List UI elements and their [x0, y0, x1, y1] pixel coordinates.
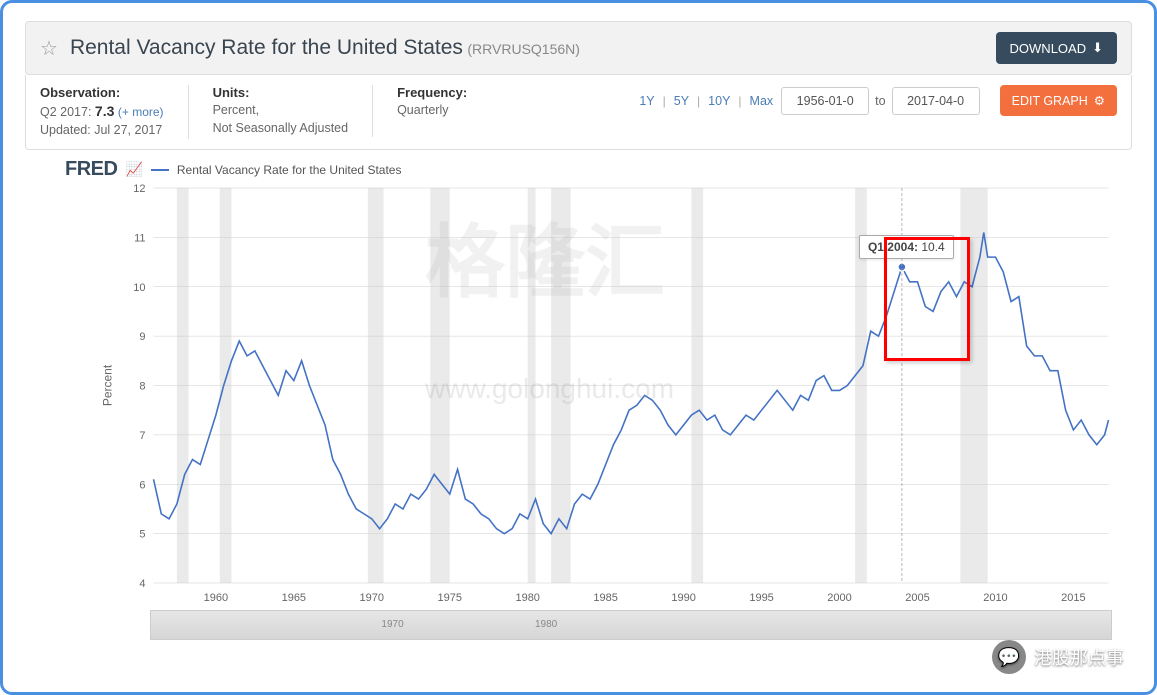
download-button[interactable]: DOWNLOAD ⬇: [996, 32, 1117, 64]
range-scrubber[interactable]: 1970 1980: [150, 610, 1112, 640]
svg-text:7: 7: [139, 430, 145, 442]
info-row: Observation: Q2 2017: 7.3 (+ more) Updat…: [25, 75, 1132, 150]
date-to-input[interactable]: [892, 87, 980, 115]
range-max[interactable]: Max: [748, 94, 776, 108]
svg-text:1985: 1985: [593, 592, 617, 604]
svg-text:1960: 1960: [204, 592, 228, 604]
svg-text:1965: 1965: [282, 592, 306, 604]
svg-text:2010: 2010: [983, 592, 1007, 604]
svg-text:11: 11: [134, 232, 145, 244]
svg-text:8: 8: [139, 381, 145, 393]
date-from-input[interactable]: [781, 87, 869, 115]
svg-text:1980: 1980: [515, 592, 539, 604]
highlight-box: [884, 237, 970, 360]
svg-text:1970: 1970: [360, 592, 384, 604]
svg-text:2000: 2000: [827, 592, 851, 604]
units-block: Units: Percent, Not Seasonally Adjusted: [213, 85, 374, 137]
chart-frame: ☆ Rental Vacancy Rate for the United Sta…: [0, 0, 1157, 695]
svg-text:Percent: Percent: [101, 364, 115, 406]
range-10y[interactable]: 10Y: [706, 94, 732, 108]
footer-badge: 💬 港股那点事: [992, 640, 1124, 674]
svg-text:6: 6: [139, 479, 145, 491]
svg-text:4: 4: [139, 578, 145, 590]
svg-text:2015: 2015: [1061, 592, 1085, 604]
download-icon: ⬇: [1092, 40, 1103, 56]
header-bar: ☆ Rental Vacancy Rate for the United Sta…: [25, 21, 1132, 75]
svg-text:5: 5: [139, 529, 145, 541]
range-1y[interactable]: 1Y: [637, 94, 656, 108]
chart-area: FRED 📈 Rental Vacancy Rate for the Unite…: [25, 158, 1132, 638]
svg-text:2005: 2005: [905, 592, 929, 604]
more-link[interactable]: (+ more): [118, 105, 164, 119]
wechat-icon: 💬: [992, 640, 1026, 674]
observation-block: Observation: Q2 2017: 7.3 (+ more) Updat…: [40, 85, 189, 139]
svg-text:1990: 1990: [671, 592, 695, 604]
edit-graph-button[interactable]: EDIT GRAPH ⚙: [1000, 85, 1117, 116]
svg-text:1995: 1995: [749, 592, 773, 604]
svg-text:9: 9: [139, 331, 145, 343]
line-chart[interactable]: 4 5 6 7 8 9 10 11 12 1960 1965 1970 1975 1980 1985 1990…: [25, 158, 1132, 638]
chart-title: Rental Vacancy Rate for the United State…: [70, 36, 580, 60]
gear-icon: ⚙: [1094, 93, 1105, 108]
legend-line-icon: [151, 169, 169, 171]
fred-logo: FRED 📈 Rental Vacancy Rate for the Unite…: [65, 158, 401, 181]
range-controls: 1Y| 5Y| 10Y| Max to EDIT GRAPH ⚙: [637, 85, 1117, 116]
range-5y[interactable]: 5Y: [672, 94, 691, 108]
frequency-block: Frequency: Quarterly: [397, 85, 491, 135]
logo-chart-icon: 📈: [125, 161, 142, 178]
svg-text:10: 10: [133, 282, 145, 294]
favorite-star-icon[interactable]: ☆: [40, 36, 58, 61]
svg-text:1975: 1975: [438, 592, 462, 604]
svg-text:12: 12: [133, 183, 145, 195]
